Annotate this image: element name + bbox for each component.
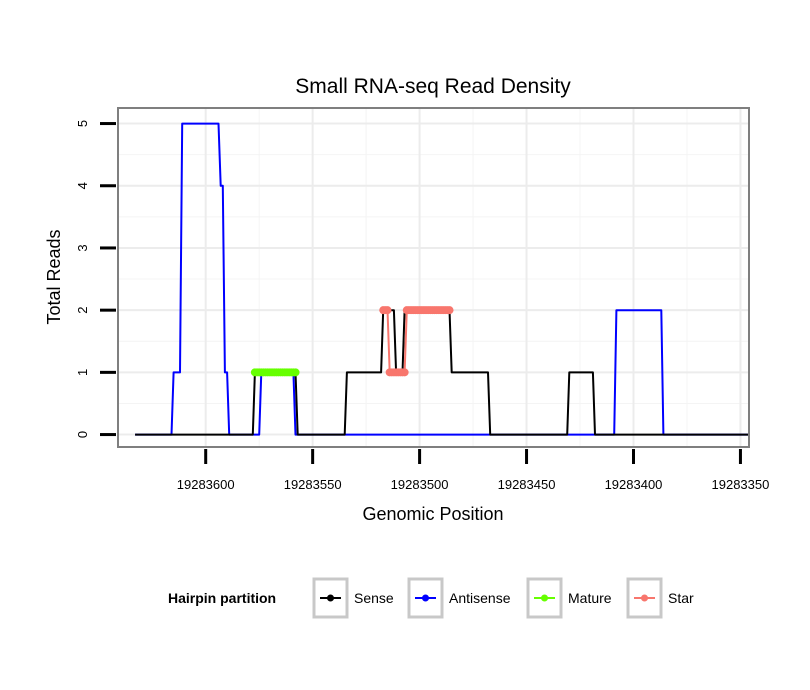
y-tick-label: 5: [75, 120, 90, 127]
y-tick-label: 3: [75, 244, 90, 251]
data-point-star: [383, 306, 392, 315]
legend-title: Hairpin partition: [168, 590, 276, 606]
legend: Hairpin partition Sense Antisense Mature St…: [168, 577, 694, 619]
x-tick-label: 19283350: [712, 477, 770, 492]
y-axis-title: Total Reads: [44, 229, 64, 324]
y-tick-label: 1: [75, 369, 90, 376]
data-point-star: [400, 368, 409, 377]
legend-label-sense: Sense: [354, 590, 394, 606]
legend-label-star: Star: [668, 590, 694, 606]
chart-title: Small RNA-seq Read Density: [295, 75, 571, 98]
x-tick-label: 19283450: [498, 477, 556, 492]
data-series: [135, 122, 749, 436]
legend-key-point: [641, 594, 648, 602]
legend-key-point: [541, 594, 548, 602]
y-tick-label: 0: [75, 431, 90, 438]
x-tick-label: 19283500: [391, 477, 449, 492]
legend-key-point: [327, 594, 334, 602]
axes: 19283600 19283550 19283500 19283450 19283400…: [75, 120, 769, 492]
legend-key-box: [626, 577, 663, 619]
plot-panel-background: [118, 108, 749, 447]
legend-label-antisense: Antisense: [449, 590, 511, 606]
x-tick-label: 19283400: [605, 477, 663, 492]
legend-label-mature: Mature: [568, 590, 612, 606]
legend-keys: Sense Antisense Mature Star: [312, 577, 694, 619]
data-point-mature: [291, 368, 300, 377]
legend-key-point: [422, 594, 429, 602]
y-tick-label: 2: [75, 307, 90, 314]
x-tick-label: 19283600: [177, 477, 235, 492]
data-point-star: [445, 306, 454, 315]
legend-key-box: [526, 577, 563, 619]
x-tick-label: 19283550: [284, 477, 342, 492]
x-axis-title: Genomic Position: [362, 504, 503, 524]
plot-panel-border: [117, 107, 750, 448]
y-tick-label: 4: [75, 182, 90, 189]
